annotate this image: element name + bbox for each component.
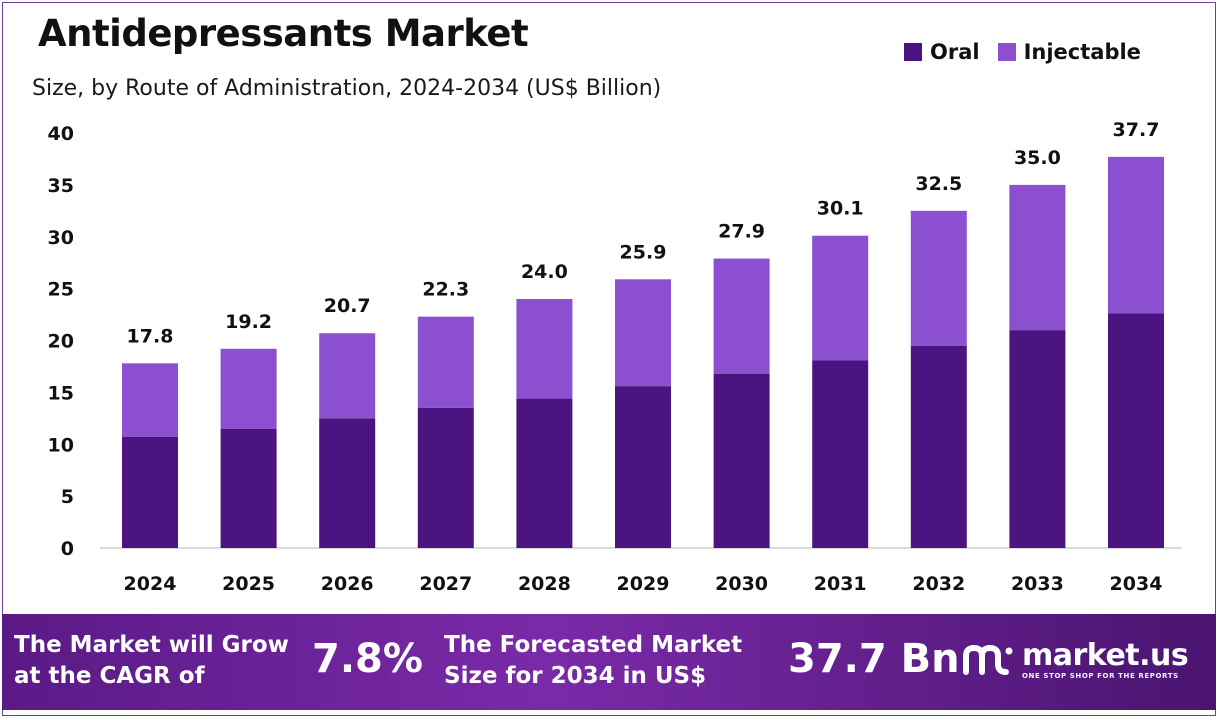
marketus-logo-icon — [963, 644, 1013, 675]
bar-total-label: 19.2 — [225, 311, 272, 333]
bar-injectable-2026 — [319, 333, 376, 419]
legend-item-injectable: Injectable — [997, 40, 1141, 64]
bar-oral-2027 — [417, 407, 474, 548]
bar-oral-2032 — [910, 345, 967, 548]
chart-subtitle: Size, by Route of Administration, 2024-2… — [32, 76, 662, 101]
legend-swatch-injectable — [997, 43, 1016, 61]
x-tick-label: 2024 — [124, 573, 177, 595]
bar-total-label: 37.7 — [1113, 119, 1160, 141]
y-tick-label: 10 — [48, 434, 74, 456]
cagr-label: The Market will Grow at the CAGR of — [14, 632, 289, 689]
bar-injectable-2034 — [1108, 156, 1164, 314]
bar-injectable-2024 — [122, 363, 178, 437]
bar-oral-2030 — [713, 373, 770, 548]
bar-oral-2024 — [122, 436, 178, 548]
y-tick-label: 15 — [48, 382, 74, 404]
bar-total-label: 17.8 — [127, 325, 174, 347]
legend-label-injectable: Injectable — [1023, 40, 1141, 64]
summary-banner: The Market will Grow at the CAGR of 7.8%… — [2, 614, 1216, 710]
bar-oral-2028 — [516, 398, 573, 548]
y-tick-label: 35 — [48, 175, 74, 197]
x-tick-label: 2034 — [1110, 573, 1163, 595]
forecast-size-value: 37.7 Bn — [788, 636, 960, 682]
bar-injectable-2030 — [713, 258, 770, 374]
bar-total-label: 35.0 — [1014, 147, 1061, 169]
bar-injectable-2027 — [417, 316, 474, 408]
y-tick-label: 30 — [48, 227, 74, 249]
bar-injectable-2032 — [910, 210, 967, 346]
x-tick-label: 2028 — [518, 573, 571, 595]
bar-chart: 051015202530354017.8202419.2202520.72026… — [48, 119, 1182, 595]
bar-injectable-2028 — [516, 299, 573, 399]
logo-tagline: ONE STOP SHOP FOR THE REPORTS — [1022, 672, 1179, 680]
chart-title: Antidepressants Market — [38, 12, 529, 55]
bar-oral-2025 — [220, 428, 277, 548]
cagr-value: 7.8% — [312, 636, 423, 682]
bar-injectable-2029 — [615, 279, 671, 387]
bar-total-label: 20.7 — [324, 295, 371, 317]
x-tick-label: 2032 — [912, 573, 965, 595]
bar-injectable-2031 — [812, 235, 869, 361]
bar-total-label: 25.9 — [620, 241, 667, 263]
x-tick-label: 2031 — [814, 573, 867, 595]
y-tick-label: 0 — [61, 538, 74, 560]
y-tick-label: 5 — [61, 486, 74, 508]
bar-total-label: 24.0 — [521, 261, 568, 283]
y-tick-label: 40 — [48, 123, 74, 145]
bar-oral-2031 — [812, 360, 869, 548]
legend: Oral Injectable — [904, 40, 1159, 64]
bar-injectable-2033 — [1009, 184, 1066, 331]
x-tick-label: 2025 — [222, 573, 275, 595]
bar-oral-2026 — [319, 418, 376, 548]
legend-label-oral: Oral — [930, 40, 980, 64]
bar-injectable-2025 — [220, 348, 277, 429]
forecast-size-label: The Forecasted Market Size for 2034 in U… — [444, 632, 743, 689]
y-tick-label: 25 — [48, 279, 74, 301]
logo-name: market.us — [1022, 638, 1189, 673]
x-tick-label: 2033 — [1011, 573, 1064, 595]
x-tick-label: 2029 — [617, 573, 670, 595]
legend-item-oral: Oral — [904, 40, 980, 64]
y-tick-label: 20 — [48, 331, 74, 353]
bar-oral-2034 — [1108, 313, 1164, 548]
x-tick-label: 2026 — [321, 573, 374, 595]
x-tick-label: 2027 — [419, 573, 472, 595]
bar-total-label: 30.1 — [817, 198, 864, 220]
bar-total-label: 27.9 — [718, 221, 765, 243]
marketus-logo: market.us ONE STOP SHOP FOR THE REPORTS — [962, 638, 1189, 680]
bar-total-label: 32.5 — [915, 173, 962, 195]
x-tick-label: 2030 — [715, 573, 768, 595]
bar-oral-2033 — [1009, 330, 1066, 548]
bar-oral-2029 — [615, 386, 671, 548]
bar-total-label: 22.3 — [422, 279, 469, 301]
legend-swatch-oral — [904, 43, 922, 61]
